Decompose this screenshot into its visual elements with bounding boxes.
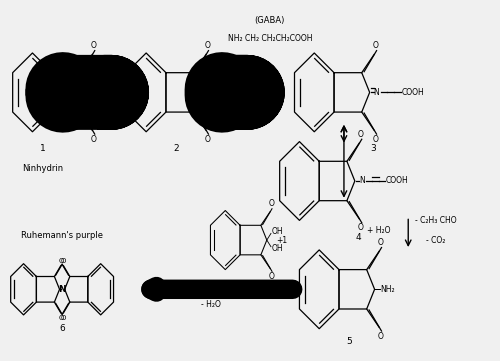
Text: - H₂O: - H₂O: [260, 98, 280, 107]
Text: - H₂O: - H₂O: [201, 300, 221, 309]
Text: O: O: [58, 258, 64, 264]
Text: COOH: COOH: [386, 177, 408, 186]
Text: - CO₂: - CO₂: [426, 236, 445, 245]
Text: COOH: COOH: [402, 88, 424, 97]
Text: O: O: [378, 238, 384, 247]
Text: O: O: [214, 88, 220, 97]
Text: N: N: [58, 285, 66, 294]
Text: +1: +1: [276, 236, 287, 244]
Text: 6: 6: [59, 324, 65, 333]
Text: Ruhemann's purple: Ruhemann's purple: [21, 231, 103, 240]
Text: NH₂ CH₂ CH₂CH₂COOH: NH₂ CH₂ CH₂CH₂COOH: [228, 34, 312, 43]
Text: O: O: [60, 315, 66, 321]
Text: O: O: [58, 315, 64, 321]
Text: Ninhydrin: Ninhydrin: [22, 164, 63, 173]
Text: + H₂O: + H₂O: [367, 226, 390, 235]
Text: O: O: [372, 41, 378, 50]
Text: OH: OH: [272, 227, 283, 236]
Text: - C₂H₃ CHO: - C₂H₃ CHO: [414, 216, 456, 225]
Text: 5: 5: [346, 338, 352, 347]
Text: N: N: [359, 177, 364, 186]
Text: OH: OH: [94, 77, 106, 86]
Text: 4: 4: [356, 233, 362, 242]
Text: NH₂: NH₂: [380, 285, 395, 294]
Text: O: O: [91, 41, 96, 50]
Text: - H₂O: - H₂O: [118, 98, 139, 107]
Text: OH: OH: [272, 244, 283, 253]
Text: O: O: [204, 135, 210, 144]
Text: N: N: [374, 88, 380, 97]
Text: O: O: [268, 272, 274, 281]
Text: O: O: [268, 199, 274, 208]
Text: 3: 3: [370, 144, 376, 153]
Text: O: O: [60, 258, 66, 264]
Text: O: O: [91, 135, 96, 144]
Text: 1: 1: [40, 144, 45, 153]
Text: 2: 2: [173, 144, 178, 153]
Text: O: O: [358, 130, 364, 139]
Text: (GABA): (GABA): [254, 17, 285, 26]
Text: OH: OH: [94, 99, 106, 108]
Text: O: O: [378, 332, 384, 341]
Text: O: O: [358, 223, 364, 232]
Text: O: O: [372, 135, 378, 144]
Text: O: O: [204, 41, 210, 50]
